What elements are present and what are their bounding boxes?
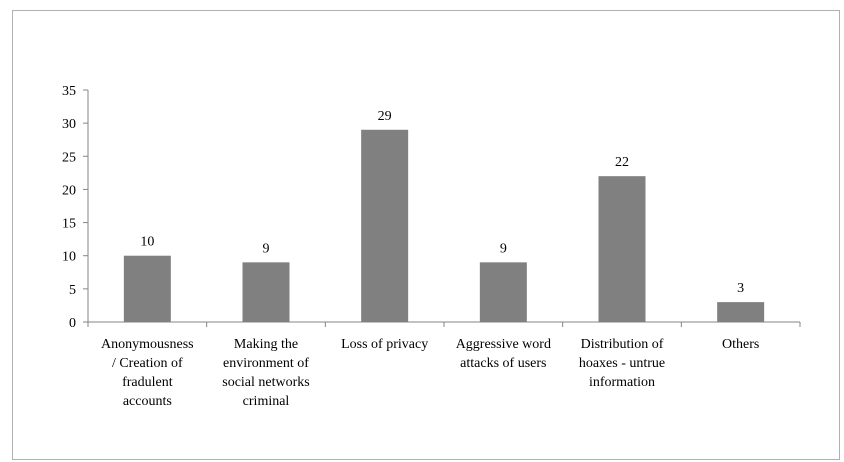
bar <box>123 255 171 322</box>
bar <box>598 176 646 322</box>
y-tick-label: 35 <box>62 84 76 99</box>
bar <box>717 302 765 322</box>
y-tick-label: 20 <box>62 183 76 198</box>
category-label-line: / Creation of <box>112 356 183 371</box>
bar <box>361 129 409 322</box>
category-label-line: Loss of privacy <box>341 337 428 352</box>
bar <box>242 262 290 322</box>
data-labels: 10 9 29 9 22 3 <box>140 109 744 296</box>
category-label: Anonymousness / Creation of fradulent accou… <box>101 337 194 409</box>
category-label: Others <box>722 337 759 352</box>
bar <box>479 262 527 322</box>
category-label: Making the environment of social networks c… <box>222 337 309 409</box>
category-label-line: attacks of users <box>460 356 546 371</box>
data-label: 3 <box>737 281 744 296</box>
category-label-line: fradulent <box>122 375 173 390</box>
data-label: 10 <box>140 235 154 250</box>
data-label: 22 <box>615 155 629 170</box>
data-label: 9 <box>263 241 270 256</box>
category-label-line: Making the <box>234 337 298 352</box>
category-label-line: information <box>589 375 655 390</box>
y-axis: 0 5 10 15 20 25 30 35 <box>62 84 89 331</box>
y-tick-label: 15 <box>62 217 76 232</box>
y-tick-label: 30 <box>62 117 76 132</box>
category-labels: Anonymousness / Creation of fradulent accou… <box>101 337 759 409</box>
category-label-line: environment of <box>223 356 309 371</box>
x-axis <box>87 321 801 327</box>
chart-frame <box>12 10 840 460</box>
category-label-line: Anonymousness <box>101 337 194 352</box>
category-label: Aggressive word attacks of users <box>456 337 551 371</box>
data-label: 9 <box>500 241 507 256</box>
category-label-line: criminal <box>243 394 290 409</box>
category-label-line: accounts <box>123 394 172 409</box>
bars <box>123 129 765 322</box>
data-label: 29 <box>378 109 392 124</box>
y-tick-label: 10 <box>62 250 76 265</box>
y-tick-label: 0 <box>69 316 76 331</box>
category-label-line: social networks <box>222 375 309 390</box>
y-tick-label: 25 <box>62 150 76 165</box>
category-label-line: hoaxes - untrue <box>579 356 665 371</box>
y-tick-label: 5 <box>69 283 76 298</box>
category-label-line: Others <box>722 337 759 352</box>
category-label-line: Aggressive word <box>456 337 551 352</box>
category-label: Distribution of hoaxes - untrue informatio… <box>579 337 665 390</box>
category-label: Loss of privacy <box>341 337 428 352</box>
category-label-line: Distribution of <box>581 337 664 352</box>
